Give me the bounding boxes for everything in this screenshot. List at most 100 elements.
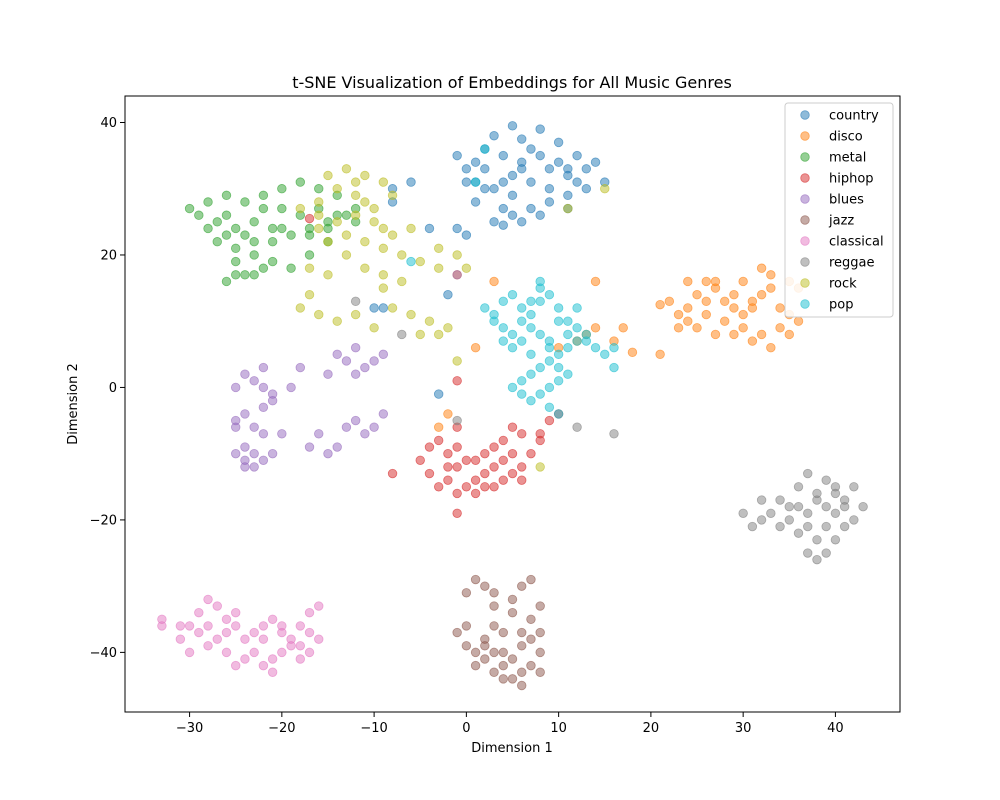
x-tick-label: 30 <box>735 721 752 736</box>
data-point-classical <box>221 614 232 624</box>
data-point-hiphop <box>498 475 508 485</box>
data-point-pop <box>535 276 545 287</box>
data-point-hiphop <box>470 488 481 499</box>
data-point-reggae <box>812 495 822 505</box>
data-point-metal <box>240 197 250 207</box>
data-point-country <box>517 164 527 174</box>
data-point-country <box>461 230 472 240</box>
data-point-rock <box>360 170 370 181</box>
data-point-jazz <box>498 660 508 671</box>
y-tick-label: −40 <box>90 646 117 661</box>
data-point-blues <box>258 402 269 413</box>
data-point-pop <box>544 356 555 366</box>
data-point-classical <box>240 654 250 664</box>
data-point-blues <box>341 356 352 366</box>
data-point-pop <box>535 296 545 307</box>
data-point-disco <box>720 316 730 326</box>
data-point-jazz <box>517 667 527 677</box>
legend-marker-pop <box>800 299 810 309</box>
data-point-country <box>433 389 444 399</box>
data-point-rock <box>369 323 379 333</box>
data-point-metal <box>240 270 250 280</box>
data-point-metal <box>231 270 241 280</box>
data-point-disco <box>747 336 758 346</box>
data-point-country <box>452 223 462 234</box>
data-point-metal <box>258 190 269 201</box>
legend-label-metal: metal <box>829 151 866 166</box>
data-point-rock <box>323 237 333 247</box>
legend-label-hiphop: hiphop <box>829 172 874 187</box>
data-point-country <box>535 124 545 134</box>
data-point-metal <box>221 276 232 287</box>
data-point-jazz <box>507 674 518 684</box>
data-point-hiphop <box>498 455 508 466</box>
data-point-country <box>553 137 564 148</box>
data-point-blues <box>369 356 379 366</box>
legend: country disco metal hiphop blues jazz classica… <box>784 102 894 318</box>
data-point-disco <box>775 323 785 333</box>
data-point-hiphop <box>517 462 527 472</box>
data-point-pop <box>581 336 592 346</box>
data-point-disco <box>489 276 499 287</box>
data-point-blues <box>231 382 241 393</box>
legend-marker-jazz <box>800 215 810 225</box>
points-layer <box>157 121 868 691</box>
data-point-blues <box>267 448 278 459</box>
data-point-rock <box>424 316 435 326</box>
data-point-jazz <box>535 667 545 677</box>
data-point-rock <box>350 309 361 320</box>
data-point-rock <box>433 263 444 273</box>
chart-title: t-SNE Visualization of Embeddings for Al… <box>292 73 732 92</box>
data-point-hiphop <box>433 482 444 492</box>
data-point-reggae <box>350 296 361 307</box>
data-point-disco <box>443 409 453 419</box>
data-point-disco <box>590 276 601 287</box>
data-point-country <box>517 134 527 144</box>
data-point-pop <box>489 316 499 326</box>
data-point-jazz <box>517 581 527 591</box>
data-point-blues <box>314 429 324 439</box>
data-point-hiphop <box>424 468 435 479</box>
data-point-hiphop <box>489 442 499 452</box>
data-point-reggae <box>849 482 859 492</box>
data-point-pop <box>590 342 601 353</box>
data-point-reggae <box>803 508 813 518</box>
data-point-pop <box>480 303 490 313</box>
y-tick-label: 40 <box>100 116 117 131</box>
data-point-disco <box>683 276 693 287</box>
data-point-hiphop <box>452 376 462 386</box>
data-point-pop <box>480 144 490 154</box>
data-point-blues <box>323 448 333 459</box>
data-point-reggae <box>756 495 767 505</box>
data-point-reggae <box>738 508 748 518</box>
data-point-country <box>572 150 582 161</box>
data-point-disco <box>433 422 444 432</box>
data-point-classical <box>258 634 269 644</box>
data-point-disco <box>720 296 730 307</box>
data-point-classical <box>277 621 287 631</box>
data-point-reggae <box>803 548 813 558</box>
data-point-hiphop <box>480 468 490 479</box>
data-point-reggae <box>812 554 822 565</box>
data-point-pop <box>507 342 518 353</box>
data-point-pop <box>544 290 555 300</box>
data-point-pop <box>507 382 518 393</box>
data-point-rock <box>443 323 453 333</box>
data-point-rock <box>406 309 416 320</box>
data-point-rock <box>433 329 444 340</box>
data-point-reggae <box>803 468 813 479</box>
data-point-country <box>498 177 508 187</box>
data-point-reggae <box>821 548 831 558</box>
data-point-metal <box>277 184 287 194</box>
data-point-disco <box>766 270 776 280</box>
data-point-disco <box>766 283 776 293</box>
data-point-reggae <box>784 501 794 512</box>
data-point-pop <box>553 303 564 313</box>
data-point-metal <box>231 223 241 234</box>
data-point-metal <box>203 197 213 207</box>
data-point-classical <box>212 601 222 611</box>
data-point-pop <box>507 290 518 300</box>
legend-label-jazz: jazz <box>828 214 854 229</box>
data-point-metal <box>212 237 222 247</box>
data-point-disco <box>701 276 711 287</box>
